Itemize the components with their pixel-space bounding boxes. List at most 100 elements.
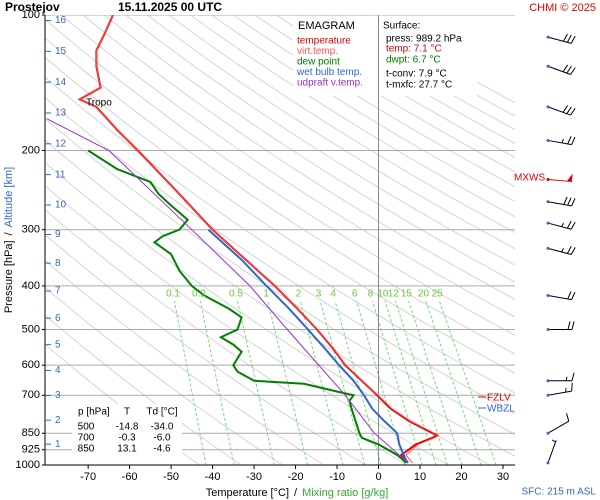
surface-temp: temp: 7.1 °C bbox=[386, 44, 442, 55]
table-cell: -34.0 bbox=[151, 422, 174, 433]
x-tick-label: -50 bbox=[163, 471, 179, 483]
y-tick-label: 600 bbox=[22, 359, 40, 371]
x-tick-label: -40 bbox=[205, 471, 221, 483]
mixing-ratio-line bbox=[356, 300, 406, 465]
mixing-ratio-label: 2 bbox=[296, 289, 302, 300]
altitude-tick-label: 11 bbox=[55, 169, 66, 180]
profile-line bbox=[207, 228, 409, 464]
mixing-ratio-line bbox=[199, 300, 235, 465]
surface-tmxfc: t-mxfc: 27.7 °C bbox=[386, 80, 452, 91]
barb-base bbox=[546, 246, 550, 250]
mixing-ratio-line bbox=[334, 300, 382, 465]
dry-adiabat bbox=[125, 15, 515, 266]
x-label-2: Mixing ratio [g/kg] bbox=[302, 487, 388, 499]
altitude-tick-label: 16 bbox=[55, 15, 67, 26]
wind-barb bbox=[546, 136, 576, 146]
legend-box bbox=[293, 16, 378, 96]
mixing-ratio-line bbox=[173, 300, 207, 465]
dry-adiabat bbox=[103, 15, 515, 283]
sfc-label: SFC: 215 m ASL bbox=[522, 487, 597, 498]
altitude-tick-label: 5 bbox=[55, 339, 61, 350]
wind-barb bbox=[546, 64, 576, 75]
mixing-ratio-line bbox=[384, 300, 437, 465]
table-cell: -14.8 bbox=[116, 422, 139, 433]
barb bbox=[566, 106, 572, 114]
altitude-tick-label: 9 bbox=[55, 229, 61, 240]
surface-press: press: 989.2 hPa bbox=[386, 34, 462, 45]
legend-entry: dew point bbox=[297, 57, 340, 68]
x-tick-label: 30 bbox=[497, 471, 509, 483]
barb bbox=[571, 198, 576, 207]
dry-adiabat bbox=[60, 15, 515, 318]
altitude-tick-label: 2 bbox=[55, 415, 61, 426]
surface-dwpt: dwpt: 6.7 °C bbox=[386, 55, 441, 66]
barb-staff bbox=[547, 390, 572, 396]
y-tick-label: 925 bbox=[22, 444, 40, 456]
mixing-ratio-label: 1 bbox=[263, 289, 269, 300]
barb bbox=[571, 372, 575, 381]
barb-base bbox=[546, 35, 550, 39]
wind-barb bbox=[546, 196, 576, 207]
x-tick-label: -20 bbox=[288, 471, 304, 483]
x-tick-label: -30 bbox=[246, 471, 262, 483]
wind-barb bbox=[546, 321, 575, 332]
y-tick-label: 400 bbox=[22, 280, 40, 292]
y-tick-label: 1000 bbox=[16, 459, 40, 471]
barb-staff bbox=[547, 178, 572, 183]
altitude-tick-label: 10 bbox=[55, 200, 67, 211]
y-tick-label: 300 bbox=[22, 224, 40, 236]
altitude-tick-label: 6 bbox=[55, 313, 61, 324]
mixing-ratio-line bbox=[299, 300, 344, 465]
mixing-ratio-label: 8 bbox=[368, 289, 374, 300]
barb bbox=[567, 321, 571, 330]
mixing-ratio-label: 12 bbox=[388, 289, 400, 300]
barb bbox=[571, 321, 575, 330]
mixing-ratio-label: 0.5 bbox=[229, 289, 243, 300]
x-label-sep: / bbox=[294, 487, 298, 499]
mixing-ratio-line bbox=[267, 300, 308, 465]
barb bbox=[566, 66, 572, 74]
half-barb bbox=[565, 376, 568, 381]
altitude-tick-label: 1 bbox=[55, 439, 61, 450]
y-tick-label: 100 bbox=[22, 9, 40, 21]
half-barb bbox=[561, 138, 564, 144]
barb bbox=[566, 34, 572, 43]
half-barb bbox=[561, 222, 564, 227]
dry-adiabat bbox=[168, 15, 515, 234]
barb-base bbox=[546, 293, 550, 297]
wind-barb bbox=[546, 413, 570, 435]
dry-adiabat bbox=[45, 56, 515, 374]
surface-heading: Surface: bbox=[383, 21, 420, 32]
altitude-tick-label: 12 bbox=[55, 138, 67, 149]
altitude-tick-label: 3 bbox=[55, 390, 61, 401]
mixing-ratio-label: 15 bbox=[401, 289, 413, 300]
x-tick-label: 20 bbox=[455, 471, 467, 483]
barb-base bbox=[546, 328, 550, 332]
barb-base bbox=[546, 138, 550, 142]
altitude-tick-label: 14 bbox=[55, 77, 67, 88]
wind-barb bbox=[546, 291, 576, 301]
barb-staff bbox=[547, 420, 570, 434]
barb bbox=[563, 196, 568, 205]
x-axis-label: Temperature [°C] / Mixing ratio [g/kg] bbox=[206, 487, 389, 499]
credit: CHMI © 2025 bbox=[529, 2, 596, 14]
y-axis-label: Pressure [hPa] / Altitude [km] bbox=[3, 167, 15, 313]
barb-staff bbox=[547, 36, 572, 44]
barb bbox=[567, 291, 572, 300]
mixing-ratio-label: 6 bbox=[352, 289, 358, 300]
barb-flag bbox=[566, 173, 573, 182]
chart-subtitle: 15.11.2025 00 UTC bbox=[118, 0, 222, 14]
wind-barb bbox=[546, 105, 576, 116]
mixing-ratio-line bbox=[319, 300, 366, 465]
y-tick-label: 200 bbox=[22, 144, 40, 156]
mxws-label: MXWS bbox=[514, 173, 545, 184]
chart-title: Prostejov bbox=[5, 0, 60, 14]
altitude-tick-label: 15 bbox=[55, 46, 67, 57]
mixing-ratio-line bbox=[425, 300, 482, 465]
mixing-ratio-label: 0.1 bbox=[166, 289, 180, 300]
barb bbox=[567, 197, 572, 206]
dry-adiabat bbox=[146, 15, 515, 250]
mixing-ratio-label: 0.2 bbox=[192, 289, 206, 300]
x-tick-label: 0 bbox=[375, 471, 381, 483]
